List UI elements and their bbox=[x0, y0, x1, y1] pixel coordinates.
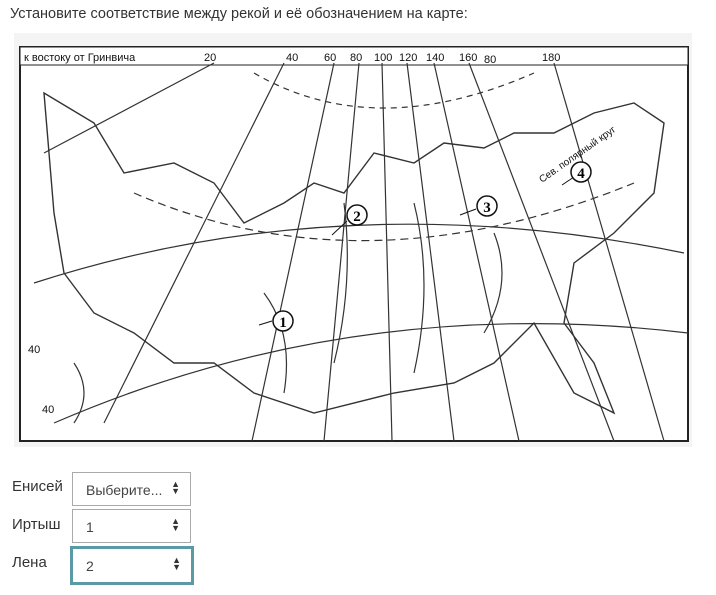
sort-arrows-icon: ▲ ▼ bbox=[171, 516, 180, 533]
label-enisei: Енисей bbox=[12, 478, 63, 495]
marker-2-label: 2 bbox=[353, 209, 361, 225]
map-caption: к востоку от Гринвича bbox=[24, 52, 136, 64]
lon-label: 120 bbox=[399, 52, 417, 64]
marker-3-label: 3 bbox=[483, 200, 491, 216]
marker-2 bbox=[346, 204, 368, 226]
lon-label: 40 bbox=[286, 52, 298, 64]
lon-label: 160 bbox=[459, 52, 477, 64]
select-irtysh[interactable]: 1 ▲ ▼ bbox=[72, 509, 191, 543]
lon-label: 80 bbox=[350, 52, 362, 64]
label-irtysh: Иртыш bbox=[12, 516, 61, 533]
marker-1-label: 1 bbox=[279, 315, 287, 331]
sort-arrows-icon: ▲ ▼ bbox=[171, 479, 180, 496]
lon-label: 140 bbox=[426, 52, 444, 64]
select-value: Выберите... bbox=[86, 482, 163, 498]
lat-label: 40 bbox=[42, 404, 54, 416]
marker-4 bbox=[570, 161, 592, 183]
marker-3 bbox=[476, 195, 498, 217]
select-enisei[interactable]: Выберите... ▲ ▼ bbox=[72, 472, 191, 506]
select-lena[interactable]: 2 ▲ ▼ bbox=[70, 546, 194, 585]
question-text: Установите соответствие между рекой и её… bbox=[10, 6, 468, 22]
select-value: 1 bbox=[86, 519, 94, 535]
marker-4-label: 4 bbox=[577, 166, 585, 182]
lon-label: 100 bbox=[374, 52, 392, 64]
lat-label: 80 bbox=[484, 54, 496, 66]
select-value: 2 bbox=[86, 558, 94, 574]
russia-map: к востоку от Гринвича 20 40 60 80 100 12… bbox=[14, 33, 692, 447]
marker-1 bbox=[272, 310, 294, 332]
lon-label: 20 bbox=[204, 52, 216, 64]
lon-label: 180 bbox=[542, 52, 560, 64]
map-image: к востоку от Гринвича 20 40 60 80 100 12… bbox=[19, 46, 689, 442]
lat-label: 40 bbox=[28, 344, 40, 356]
sort-arrows-icon: ▲ ▼ bbox=[172, 555, 181, 572]
label-lena: Лена bbox=[12, 554, 47, 571]
lon-label: 60 bbox=[324, 52, 336, 64]
